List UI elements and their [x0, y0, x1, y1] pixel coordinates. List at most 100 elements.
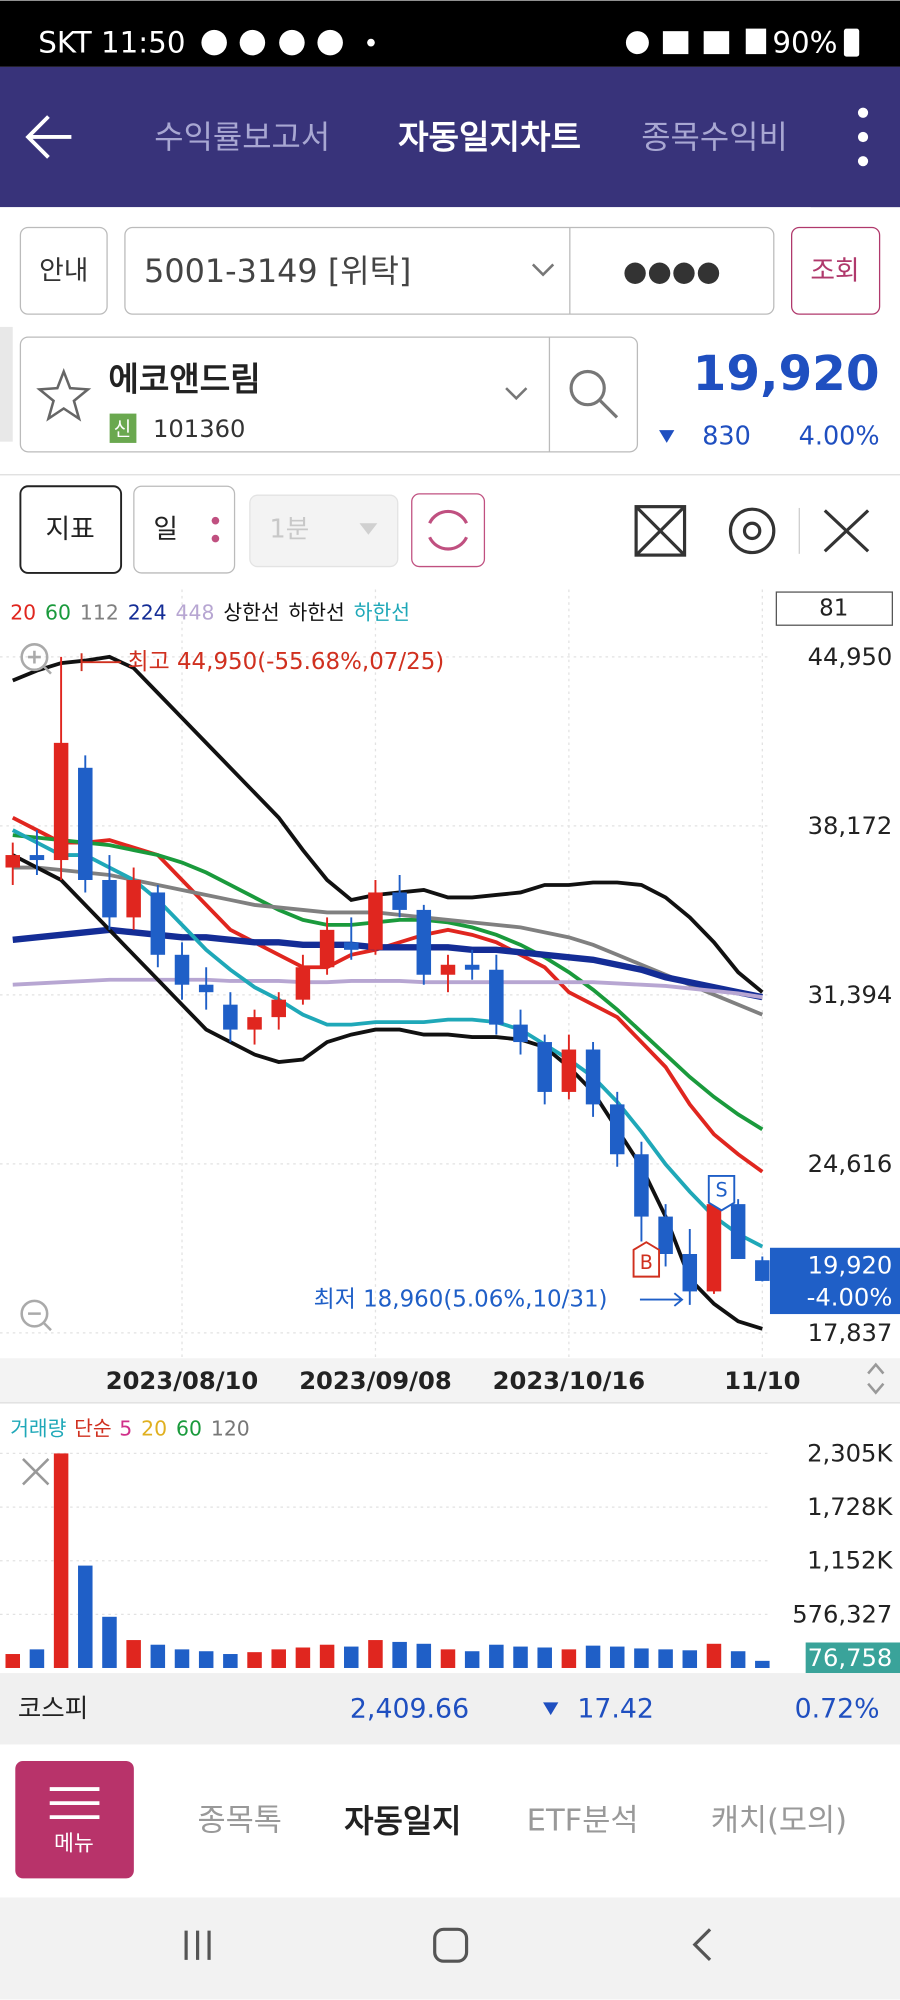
volume-bar [126, 1640, 141, 1668]
side-tab[interactable] [0, 326, 13, 442]
candle-body [150, 892, 166, 955]
candle-body [102, 879, 117, 918]
candle-body [223, 1004, 238, 1030]
bottom-tab[interactable]: 종목톡 [197, 1803, 281, 1838]
period-button[interactable] [133, 485, 236, 574]
volume-bar [658, 1649, 673, 1668]
indicator-button[interactable] [19, 485, 123, 574]
sell-signal: S [715, 1178, 727, 1201]
counter-box [775, 591, 893, 626]
bottom-tab[interactable]: ETF분석 [527, 1803, 639, 1838]
search-button[interactable] [569, 369, 619, 419]
indicator-line [12, 977, 763, 1000]
refresh-icon [428, 509, 469, 551]
nav-tab[interactable]: 종목수익비 [641, 118, 788, 156]
candle-body [634, 1154, 649, 1217]
legend-entry: 하한선 [289, 600, 345, 624]
candle-body [513, 1024, 528, 1043]
candle-body [126, 879, 141, 918]
zoom-in[interactable] [20, 643, 52, 675]
minute-select [249, 494, 399, 568]
volume-bar [464, 1651, 480, 1668]
candle-body [682, 1253, 698, 1292]
x-tick-label: 2023/09/08 [299, 1367, 452, 1395]
candle-body [561, 1049, 577, 1092]
bottom-tab-active[interactable]: 자동일지 [344, 1802, 461, 1840]
volume-bar [271, 1649, 286, 1668]
market-bar [0, 1673, 900, 1745]
stock-change-pct: 4.00% [799, 422, 880, 452]
candle-body [730, 1204, 746, 1259]
high-annotation: 최고 44,950(-55.68%,07/25) [127, 649, 444, 675]
account-select[interactable] [124, 226, 775, 315]
nav-tab-active[interactable]: 자동일지차트 [398, 117, 581, 156]
candle-body [5, 855, 21, 868]
favorite-star[interactable] [36, 367, 92, 422]
price-chart: 44,950 38,172 31,394 24,616 17,837 20 60 112 224… [0, 589, 900, 1359]
stock-name: 에코앤드림 [108, 360, 260, 399]
zoom-out[interactable] [20, 1299, 52, 1332]
volume-bar [537, 1647, 552, 1668]
more-button[interactable] [857, 107, 869, 167]
volume-bar [78, 1565, 93, 1668]
query-button[interactable] [791, 226, 881, 315]
settings-button[interactable] [728, 507, 776, 555]
expand-button[interactable] [634, 505, 687, 557]
tools-button[interactable] [823, 509, 870, 553]
buy-signal: B [640, 1251, 653, 1274]
y-tick-label: 24,616 [808, 1150, 893, 1178]
indicator-line [12, 833, 764, 1131]
badge: 신 [114, 417, 132, 440]
volume-bar [755, 1660, 770, 1668]
x-axis-strip [0, 1358, 900, 1403]
close-volume[interactable] [22, 1458, 50, 1486]
legend-entry: 112 [80, 600, 119, 624]
candle-body [344, 942, 359, 950]
period-label: 일 [153, 514, 178, 545]
candle-body [368, 892, 383, 950]
password[interactable]: ●●●● [623, 254, 721, 287]
volume-bar [247, 1652, 262, 1668]
volume-bar [513, 1646, 528, 1668]
stock-box[interactable] [19, 336, 639, 453]
volume-bar [609, 1646, 625, 1668]
candle-body [537, 1042, 552, 1092]
candle-body [416, 909, 432, 975]
back-button[interactable] [25, 115, 72, 159]
refresh-button[interactable] [411, 493, 486, 568]
system-nav [0, 1897, 900, 2000]
home-button[interactable] [433, 1927, 469, 1963]
volume-legend-title: 단순 [74, 1416, 112, 1440]
volume-bar [561, 1649, 577, 1668]
volume-bar [150, 1644, 166, 1668]
recents-button[interactable] [184, 1930, 211, 1960]
candle-body [658, 1216, 673, 1254]
bottom-tab[interactable]: 캐치(모의) [711, 1803, 847, 1838]
legend-entry: 224 [128, 600, 167, 624]
candle-body [706, 1204, 722, 1292]
volume-legend-entry: 20 [141, 1416, 167, 1440]
nav-fade [810, 66, 900, 208]
candle-body [174, 954, 190, 985]
volume-bar [319, 1644, 335, 1668]
sell-signal-box [707, 1174, 736, 1212]
volume-legend-entry: 5 [119, 1416, 132, 1440]
back-system-button[interactable] [692, 1928, 712, 1962]
candle-body [755, 1260, 770, 1281]
volume-bar [706, 1643, 722, 1668]
counter: 81 [819, 596, 848, 622]
volume-bar [489, 1644, 504, 1668]
volume-bar [682, 1650, 698, 1668]
volume-legend-entry: 60 [176, 1416, 202, 1440]
candle-body [319, 929, 335, 968]
down-arrow [543, 1702, 559, 1716]
nav-tab[interactable]: 수익률보고서 [154, 118, 330, 156]
candle-body [295, 967, 311, 1000]
menu-button[interactable] [15, 1761, 134, 1879]
menu-label: 메뉴 [54, 1831, 94, 1856]
volume-bar [392, 1641, 407, 1668]
minute-label: 1분 [270, 515, 310, 545]
scroll-toggle[interactable] [867, 1362, 885, 1395]
candle-body [53, 742, 69, 861]
guide-button[interactable] [19, 226, 108, 315]
